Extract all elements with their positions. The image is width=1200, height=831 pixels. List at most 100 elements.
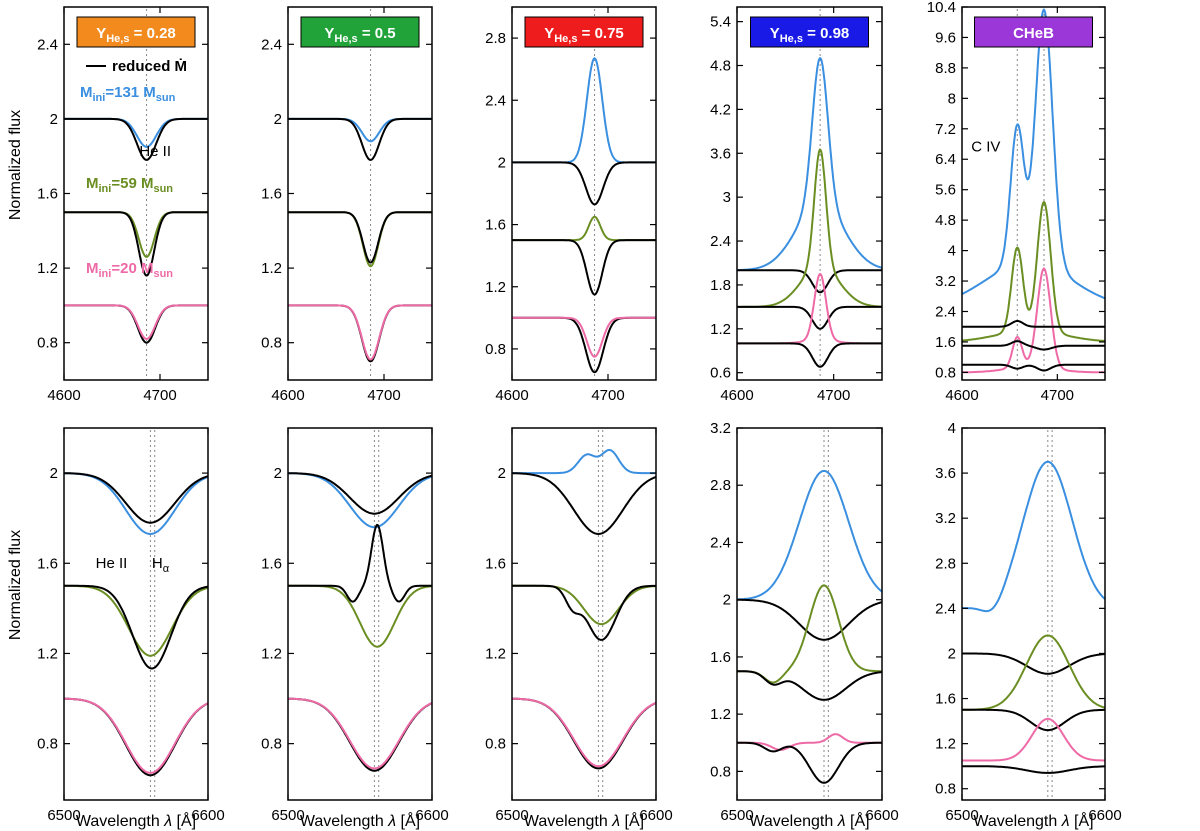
y-tick-label: 1.2 [37, 645, 58, 662]
series-line-m131 [64, 472, 208, 536]
plot-frame [511, 427, 657, 801]
legend-m59: Mini=59 Msun [86, 175, 173, 195]
series-line-reduced [64, 304, 208, 344]
y-tick-label: 1.6 [261, 186, 282, 203]
y-tick-label: 6.4 [935, 151, 956, 168]
series-line-m20 [737, 733, 882, 751]
y-tick-label: 3.6 [935, 465, 956, 482]
y-tick-label: 0.8 [37, 335, 58, 352]
series-line-reduced [737, 342, 882, 368]
series-line-reduced [962, 765, 1105, 774]
x-tick-label: 4600 [720, 387, 753, 404]
series-line-reduced [962, 340, 1105, 351]
xlabel: Wavelength λ [Å] [76, 811, 196, 830]
series-line-reduced [512, 472, 656, 536]
y-tick-label: 4.8 [935, 212, 956, 229]
y-tick-label: 0.8 [485, 736, 506, 753]
series-line-m131 [737, 469, 882, 601]
series-line-m20 [64, 304, 208, 341]
y-tick-label: 4 [948, 243, 956, 260]
y-tick-label: 1.2 [261, 645, 282, 662]
badge-label: CHeB [1013, 25, 1054, 42]
y-tick-label: 1.2 [261, 260, 282, 277]
x-tick-label: 6500 [720, 807, 753, 824]
series-line-m20 [737, 272, 882, 345]
y-tick-label: 1.8 [710, 277, 731, 294]
series-line-m131 [962, 8, 1105, 300]
y-tick-label: 3.6 [710, 145, 731, 162]
series-line-m20 [64, 697, 208, 774]
series-line-reduced [288, 472, 432, 515]
y-tick-label: 2.4 [935, 303, 956, 320]
y-tick-label: 2 [274, 111, 282, 128]
y-tick-label: 2.4 [710, 233, 731, 250]
xlabel: Wavelength λ [Å] [300, 811, 420, 830]
series-line-reduced [737, 670, 882, 701]
ylabel-top: Normalized flux [7, 110, 24, 220]
series-line-m20 [288, 304, 432, 361]
series-line-reduced [288, 211, 432, 264]
x-tick-label: 6500 [47, 807, 80, 824]
panel-badge: YHe,s = 0.75 [524, 16, 644, 48]
y-tick-label: 2 [498, 154, 506, 171]
y-tick-label: 0.8 [261, 736, 282, 753]
y-tick-label: 2.4 [935, 600, 956, 617]
legend-m20: Mini=20 Msun [86, 260, 173, 280]
x-tick-label: 6600 [1088, 807, 1121, 824]
series-line-m59 [737, 148, 882, 308]
series-line-m59 [288, 211, 432, 268]
series-line-reduced [288, 697, 432, 772]
x-tick-label: 4700 [143, 387, 176, 404]
y-tick-label: 0.8 [485, 341, 506, 358]
y-tick-label: 2.4 [710, 534, 731, 551]
y-tick-label: 0.8 [261, 335, 282, 352]
panel-badge: YHe,s = 0.98 [750, 16, 869, 48]
y-tick-label: 8 [948, 90, 956, 107]
y-tick-label: 1.2 [37, 260, 58, 277]
series-line-reduced [64, 472, 208, 524]
xlabel: Wavelength λ [Å] [749, 811, 869, 830]
line-annotation: Hα [152, 555, 170, 575]
y-tick-label: 2 [50, 111, 58, 128]
y-tick-label: 8.8 [935, 60, 956, 77]
x-tick-label: 4600 [47, 387, 80, 404]
y-tick-label: 4 [948, 420, 956, 437]
panel-top-4: 0.8 1.6 2.4 3.2 4 4.8 5.6 6.4 7.2 8 8.8 9.6 10.4 4600… [927, 0, 1106, 404]
y-tick-label: 4.8 [710, 58, 731, 75]
y-tick-label: 1.6 [37, 186, 58, 203]
plot-frame [961, 427, 1106, 801]
x-tick-label: 6600 [639, 807, 672, 824]
legend-reduced: reduced Ṁ [112, 58, 187, 75]
y-tick-label: 3.2 [935, 273, 956, 290]
series-line-reduced [737, 741, 882, 784]
series-line-reduced [737, 269, 882, 294]
series-line-m131 [512, 449, 656, 475]
x-tick-label: 6500 [495, 807, 528, 824]
y-tick-label: 10.4 [927, 0, 956, 16]
x-tick-label: 4700 [367, 387, 400, 404]
y-tick-label: 1.2 [935, 736, 956, 753]
x-tick-label: 6500 [945, 807, 978, 824]
y-tick-label: 2.4 [37, 36, 58, 53]
x-tick-label: 4600 [495, 387, 528, 404]
y-tick-label: 2 [498, 465, 506, 482]
series-line-m131 [962, 460, 1105, 613]
line-annotation: C IV [971, 139, 1000, 156]
x-tick-label: 6600 [191, 807, 224, 824]
y-tick-label: 2.4 [485, 92, 506, 109]
badge-label: YHe,s = 0.5 [324, 25, 395, 45]
plot-frame [287, 427, 433, 801]
series-line-m131 [512, 57, 656, 164]
y-tick-label: 3.2 [935, 510, 956, 527]
y-tick-label: 1.6 [485, 217, 506, 234]
y-tick-label: 2.4 [261, 36, 282, 53]
y-tick-label: 3 [723, 189, 731, 206]
legend-m131: Mini=131 Msun [80, 84, 176, 104]
plot-frame [287, 6, 433, 381]
y-tick-label: 1.2 [710, 706, 731, 723]
y-tick-label: 0.8 [935, 364, 956, 381]
